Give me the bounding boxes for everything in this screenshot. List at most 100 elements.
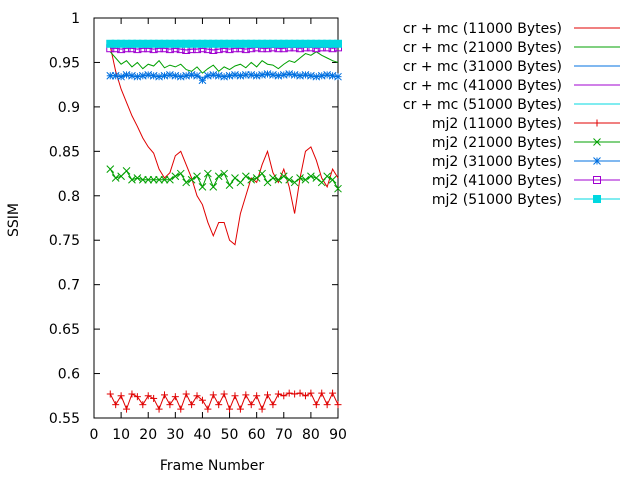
series-layer <box>106 39 342 413</box>
data-point-mj2-21000-bytes <box>204 169 212 178</box>
legend-marker <box>593 157 601 165</box>
legend: cr + mc (11000 Bytes) cr + mc (21000 Byte… <box>403 21 620 208</box>
data-point-mj2-11000-bytes <box>291 390 299 398</box>
legend-label: mj2 (41000 Bytes) <box>432 173 562 189</box>
legend-label: mj2 (51000 Bytes) <box>432 192 562 208</box>
legend-item-mj2-31000-bytes: mj2 (31000 Bytes) <box>432 154 620 170</box>
x-tick-label: 20 <box>139 427 157 443</box>
data-point-mj2-11000-bytes <box>133 393 141 401</box>
data-point-mj2-11000-bytes <box>150 394 158 402</box>
data-point-mj2-31000-bytes <box>334 72 342 81</box>
data-point-mj2-11000-bytes <box>247 401 255 409</box>
data-point-mj2-21000-bytes <box>301 175 310 184</box>
data-point-mj2-31000-bytes <box>301 71 310 79</box>
data-point-mj2-11000-bytes <box>128 390 136 398</box>
legend-marker <box>593 195 601 203</box>
x-tick-label: 30 <box>166 427 184 443</box>
data-point-mj2-11000-bytes <box>253 392 261 400</box>
legend-item-mj2-21000-bytes: mj2 (21000 Bytes) <box>432 135 620 151</box>
data-point-mj2-11000-bytes <box>307 389 315 397</box>
data-point-mj2-21000-bytes <box>182 178 191 187</box>
y-tick-label: 0.8 <box>58 189 80 205</box>
y-tick-label: 0.9 <box>58 100 80 116</box>
y-tick-label: 0.6 <box>58 367 80 383</box>
series-mj2-31000-bytes <box>106 70 342 85</box>
plot-frame <box>93 17 339 419</box>
data-point-mj2-21000-bytes <box>263 178 272 187</box>
data-point-mj2-11000-bytes <box>220 390 228 398</box>
data-point-mj2-31000-bytes <box>149 71 158 80</box>
legend-label: cr + mc (31000 Bytes) <box>403 59 562 75</box>
legend-item-cr-mc-21000-bytes: cr + mc (21000 Bytes) <box>403 40 620 56</box>
x-tick-label: 70 <box>275 427 293 443</box>
data-point-mj2-21000-bytes <box>187 175 196 184</box>
data-point-mj2-21000-bytes <box>307 172 315 181</box>
y-axis-ticks: 0.55 0.6 0.65 0.7 0.75 0.8 0.85 0.9 0.95 1 <box>49 11 338 427</box>
data-point-mj2-21000-bytes <box>176 169 185 178</box>
data-point-mj2-11000-bytes <box>106 390 114 398</box>
data-point-mj2-11000-bytes <box>334 401 342 409</box>
legend-item-mj2-11000-bytes: mj2 (11000 Bytes) <box>432 116 620 132</box>
data-point-mj2-31000-bytes <box>198 76 207 85</box>
series-mj2-11000-bytes <box>106 389 342 413</box>
data-point-mj2-11000-bytes <box>215 401 223 409</box>
data-point-mj2-21000-bytes <box>241 172 250 181</box>
x-tick-label: 40 <box>194 427 212 443</box>
data-point-mj2-31000-bytes <box>307 71 315 80</box>
y-tick-label: 0.55 <box>49 411 80 427</box>
data-point-mj2-31000-bytes <box>285 70 294 78</box>
series-mj2-51000-bytes <box>106 39 342 48</box>
data-point-mj2-11000-bytes <box>166 401 174 409</box>
data-point-mj2-11000-bytes <box>177 405 185 413</box>
x-tick-label: 60 <box>248 427 266 443</box>
legend-marker <box>593 176 601 184</box>
data-point-mj2-21000-bytes <box>111 174 120 182</box>
legend-label: cr + mc (11000 Bytes) <box>403 21 562 37</box>
y-tick-label: 0.95 <box>49 55 80 71</box>
data-point-mj2-21000-bytes <box>296 174 304 182</box>
data-point-mj2-21000-bytes <box>166 175 174 184</box>
data-point-mj2-11000-bytes <box>182 390 190 398</box>
y-tick-label: 0.85 <box>49 144 80 160</box>
data-point-mj2-21000-bytes <box>122 167 131 175</box>
legend-label: cr + mc (21000 Bytes) <box>403 40 562 56</box>
data-point-mj2-21000-bytes <box>155 175 163 184</box>
y-tick-label: 0.75 <box>49 233 80 249</box>
legend-marker <box>593 138 601 146</box>
data-point-mj2-21000-bytes <box>252 174 261 182</box>
data-point-mj2-21000-bytes <box>128 175 136 184</box>
data-point-mj2-11000-bytes <box>139 401 147 409</box>
data-point-mj2-11000-bytes <box>280 392 288 400</box>
data-point-mj2-21000-bytes <box>171 172 180 181</box>
data-point-mj2-11000-bytes <box>323 401 331 409</box>
data-point-mj2-11000-bytes <box>274 390 282 398</box>
data-point-mj2-21000-bytes <box>106 165 115 173</box>
data-point-mj2-21000-bytes <box>160 175 169 184</box>
data-point-mj2-11000-bytes <box>112 401 120 409</box>
legend-label: mj2 (11000 Bytes) <box>432 116 562 132</box>
data-point-mj2-11000-bytes <box>258 405 266 413</box>
legend-label: mj2 (21000 Bytes) <box>432 135 562 151</box>
data-point-mj2-21000-bytes <box>144 175 153 184</box>
data-point-mj2-21000-bytes <box>269 174 277 182</box>
data-point-mj2-11000-bytes <box>318 389 326 397</box>
data-point-mj2-11000-bytes <box>188 401 196 409</box>
data-point-mj2-21000-bytes <box>149 175 158 184</box>
x-tick-label: 10 <box>112 427 130 443</box>
x-tick-label: 0 <box>90 427 99 443</box>
data-point-mj2-21000-bytes <box>231 174 239 182</box>
data-point-mj2-11000-bytes <box>226 405 234 413</box>
data-point-mj2-21000-bytes <box>323 172 332 181</box>
x-axis-ticks: 0 10 20 30 40 50 60 70 80 90 <box>90 18 347 443</box>
legend-label: cr + mc (51000 Bytes) <box>403 97 562 113</box>
data-point-mj2-31000-bytes <box>252 71 261 80</box>
x-tick-label: 50 <box>221 427 239 443</box>
legend-item-mj2-41000-bytes: mj2 (41000 Bytes) <box>432 173 620 189</box>
data-point-mj2-11000-bytes <box>204 405 212 413</box>
data-point-mj2-21000-bytes <box>285 175 294 184</box>
data-point-mj2-11000-bytes <box>264 391 272 399</box>
series-mj2-21000-bytes <box>106 165 342 193</box>
data-point-mj2-51000-bytes <box>334 39 342 48</box>
y-tick-label: 1 <box>71 11 80 27</box>
